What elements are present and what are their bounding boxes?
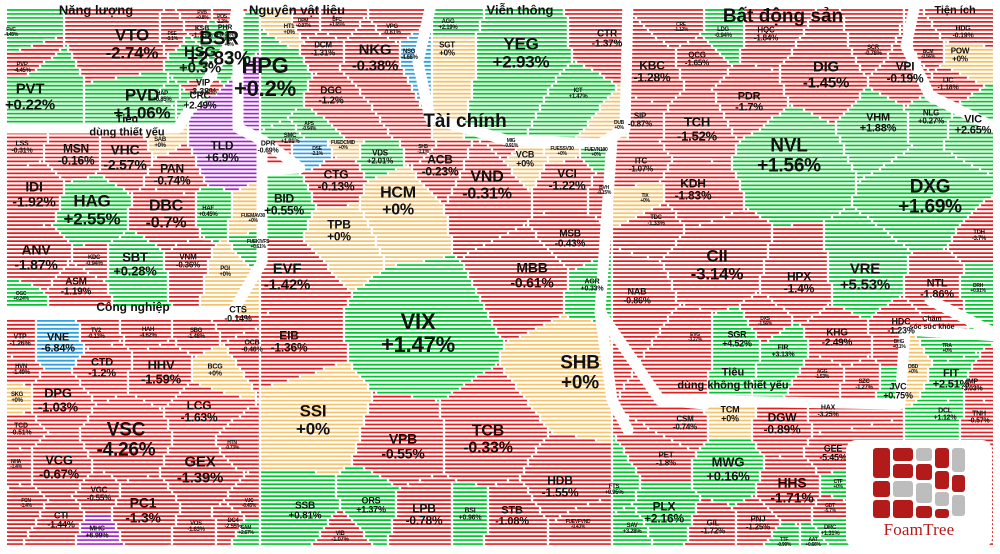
treemap-cell[interactable]	[70, 242, 110, 281]
foamtree-brand-label: FoamTree	[883, 520, 955, 539]
sector-divider	[619, 0, 634, 134]
treemap-cell[interactable]	[450, 481, 490, 554]
logo-cell	[952, 495, 965, 516]
logo-cell	[873, 500, 890, 518]
treemap-cell[interactable]	[610, 505, 654, 554]
treemap-cell[interactable]	[698, 0, 746, 65]
logo-cell	[893, 481, 913, 497]
treemap-cell[interactable]	[226, 182, 262, 237]
treemap-cell[interactable]	[0, 381, 34, 416]
treemap-cell[interactable]	[482, 477, 550, 554]
logo-cell	[916, 448, 932, 461]
board-margin	[0, 546, 1000, 554]
board-margin	[0, 0, 7, 554]
treemap-cell[interactable]	[182, 22, 206, 37]
treemap-cell[interactable]	[398, 138, 438, 169]
treemap-cell[interactable]	[962, 337, 1000, 404]
treemap-cell[interactable]	[0, 481, 50, 554]
sector-divider	[232, 0, 268, 146]
sector-divider	[924, 294, 1000, 342]
sector-divider	[0, 134, 268, 319]
sector-divider	[594, 134, 634, 436]
logo-cell	[916, 483, 932, 503]
board-margin	[993, 0, 1000, 554]
sector-divider	[412, 0, 631, 150]
logo-cell	[935, 509, 949, 518]
sector-divider	[900, 0, 1000, 136]
treemap-cell[interactable]	[782, 353, 846, 404]
logo-cell	[873, 448, 890, 478]
treemap-cell[interactable]	[302, 70, 394, 141]
logo-cell	[935, 492, 949, 506]
logo-cell	[916, 506, 932, 518]
treemap-cell[interactable]	[946, 190, 1000, 265]
treemap-cell[interactable]	[738, 289, 794, 344]
board-margin	[0, 0, 1000, 8]
sector-divider	[256, 134, 306, 176]
logo-cell	[952, 448, 965, 472]
sector-divider	[654, 324, 911, 410]
treemap-cell[interactable]	[0, 34, 66, 77]
treemap-cell[interactable]	[286, 106, 346, 141]
logo-cell	[916, 464, 932, 480]
treemap-cell[interactable]	[914, 0, 1000, 49]
treemap-cell[interactable]	[78, 393, 174, 484]
logo-cell	[935, 471, 949, 489]
sector-divider	[899, 324, 1000, 342]
treemap-cell[interactable]	[194, 186, 234, 245]
logo-cell	[952, 475, 965, 492]
logo-cell	[893, 464, 913, 478]
treemap-cell[interactable]	[938, 38, 1000, 85]
treemap-cell[interactable]	[326, 138, 366, 161]
treemap-cell[interactable]	[870, 337, 902, 368]
logo-cell	[935, 448, 949, 468]
logo-cell	[893, 448, 913, 461]
foamtree-logo-icon	[873, 448, 965, 518]
logo-cell	[873, 481, 890, 497]
logo-cell	[893, 500, 913, 518]
treemap-cell[interactable]	[702, 401, 758, 440]
foamtree-watermark: FoamTree	[846, 440, 992, 548]
